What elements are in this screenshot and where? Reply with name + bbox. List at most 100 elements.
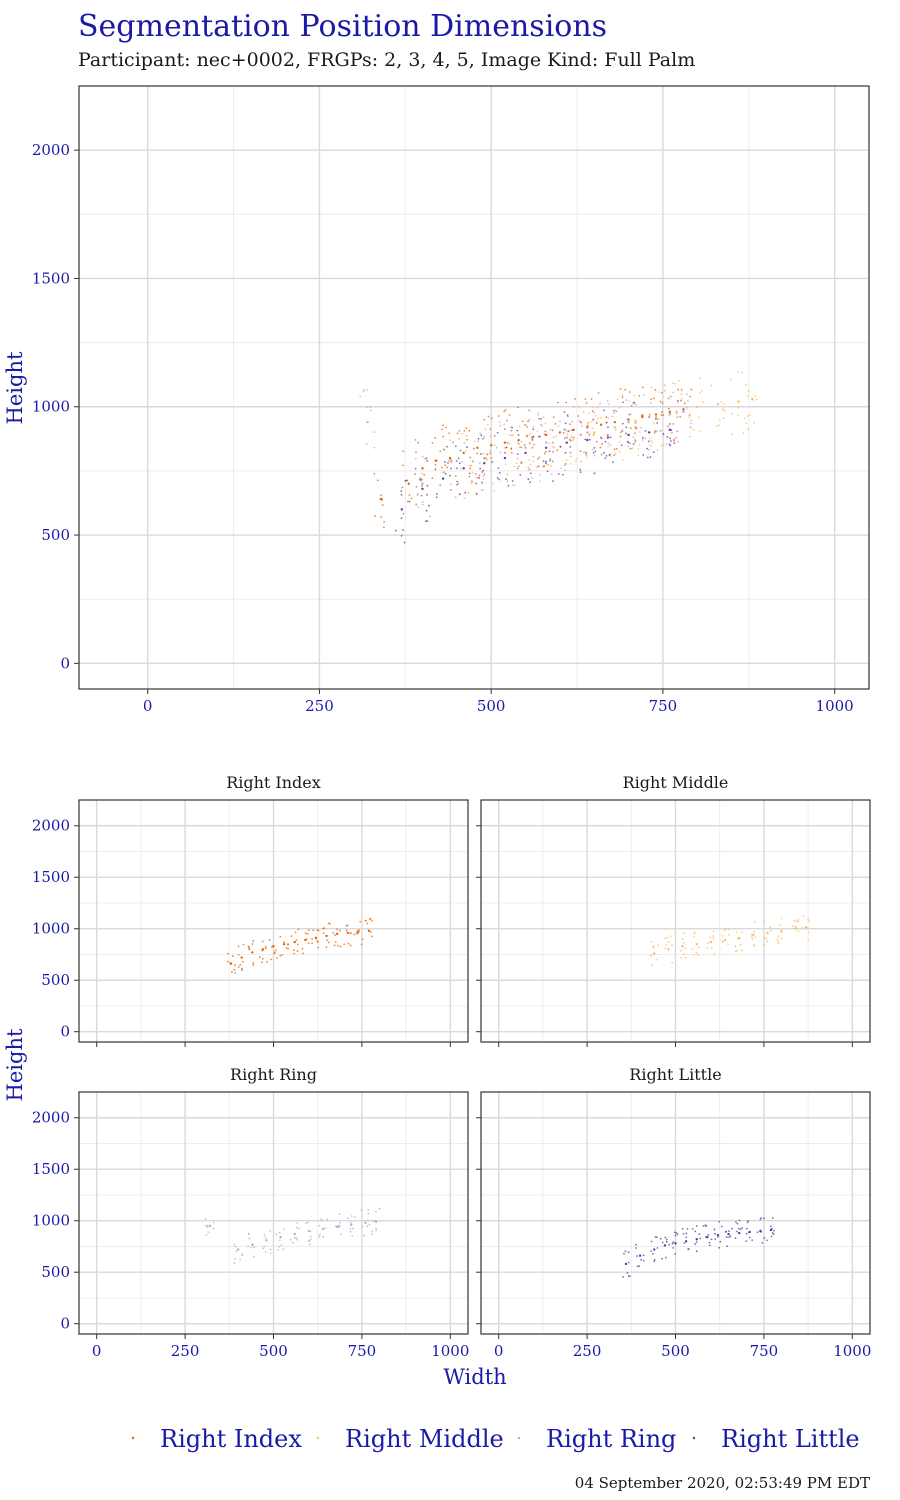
data-point bbox=[374, 515, 376, 518]
x-tick-label: 250 bbox=[171, 1342, 200, 1360]
data-point bbox=[593, 454, 596, 457]
data-point bbox=[541, 424, 543, 427]
data-point bbox=[727, 1232, 730, 1236]
data-point bbox=[295, 1226, 298, 1229]
data-point bbox=[467, 492, 470, 494]
data-point bbox=[539, 423, 542, 426]
data-point bbox=[794, 926, 797, 929]
data-point bbox=[406, 500, 409, 503]
data-point bbox=[531, 446, 534, 449]
data-point bbox=[524, 451, 527, 455]
data-point bbox=[452, 441, 454, 444]
data-point bbox=[239, 963, 242, 966]
data-point bbox=[556, 449, 559, 452]
chart-title: Segmentation Position Dimensions bbox=[78, 9, 607, 44]
data-point bbox=[527, 420, 529, 423]
data-point bbox=[671, 1242, 674, 1245]
data-point bbox=[551, 445, 554, 448]
data-point bbox=[262, 1247, 265, 1250]
data-point bbox=[731, 1227, 733, 1230]
data-point bbox=[717, 1236, 719, 1238]
data-point bbox=[550, 465, 552, 468]
data-point bbox=[324, 1227, 327, 1229]
panel-facet-right-little: 0 250 500 750 1000 Right Little bbox=[476, 1065, 871, 1360]
data-point bbox=[380, 515, 383, 518]
data-point bbox=[295, 1237, 298, 1239]
data-point bbox=[251, 943, 254, 945]
data-point bbox=[366, 406, 369, 409]
data-point bbox=[771, 1232, 774, 1234]
data-point bbox=[252, 1255, 255, 1258]
data-point bbox=[559, 420, 561, 423]
data-point bbox=[465, 434, 468, 437]
data-point bbox=[585, 402, 588, 404]
data-point bbox=[565, 401, 568, 404]
data-point bbox=[482, 478, 485, 481]
data-point bbox=[627, 445, 630, 448]
data-point bbox=[666, 436, 669, 438]
data-point bbox=[496, 477, 499, 479]
data-point bbox=[676, 1233, 679, 1236]
data-point bbox=[483, 418, 486, 421]
x-tick-label: 1000 bbox=[833, 1342, 871, 1360]
series-right-little bbox=[394, 399, 679, 544]
data-point bbox=[600, 437, 603, 440]
data-point bbox=[582, 411, 585, 413]
data-point bbox=[752, 944, 755, 946]
data-point bbox=[728, 1230, 730, 1233]
data-point bbox=[471, 481, 474, 484]
data-point bbox=[725, 1236, 728, 1238]
data-point bbox=[511, 480, 514, 482]
data-point bbox=[275, 949, 277, 952]
data-point bbox=[682, 408, 685, 411]
data-point bbox=[489, 444, 493, 447]
data-point bbox=[719, 1240, 722, 1243]
data-point bbox=[410, 497, 413, 500]
data-point bbox=[586, 426, 589, 429]
data-point bbox=[604, 457, 607, 460]
data-point bbox=[769, 930, 772, 932]
series-right-middle bbox=[649, 915, 810, 966]
data-point bbox=[454, 496, 457, 499]
data-point bbox=[627, 433, 630, 437]
data-point bbox=[367, 1219, 369, 1222]
data-point bbox=[714, 1232, 716, 1235]
data-point bbox=[569, 439, 572, 442]
data-point bbox=[664, 947, 666, 950]
data-point bbox=[269, 1252, 272, 1255]
data-point bbox=[545, 460, 547, 463]
data-point bbox=[237, 966, 240, 968]
data-point bbox=[426, 520, 429, 523]
data-point bbox=[797, 920, 800, 923]
data-point bbox=[629, 447, 632, 450]
data-point bbox=[760, 1217, 763, 1220]
data-point bbox=[349, 1221, 352, 1224]
data-point bbox=[706, 946, 709, 949]
data-point bbox=[434, 468, 437, 471]
data-point bbox=[400, 534, 403, 537]
data-point bbox=[560, 431, 562, 434]
y-tick-label: 1000 bbox=[32, 1212, 70, 1230]
data-point bbox=[512, 433, 515, 436]
data-point bbox=[415, 451, 417, 454]
data-point bbox=[737, 400, 740, 403]
data-point bbox=[301, 947, 304, 950]
data-point bbox=[654, 418, 657, 420]
data-point bbox=[518, 425, 521, 428]
data-point bbox=[680, 393, 683, 396]
data-point bbox=[402, 450, 405, 453]
data-point bbox=[564, 451, 567, 454]
data-point bbox=[673, 1231, 676, 1234]
data-point bbox=[667, 425, 669, 428]
facet-strip-label: Right Ring bbox=[230, 1065, 317, 1084]
data-point bbox=[449, 474, 452, 477]
data-point bbox=[482, 488, 485, 491]
data-point bbox=[229, 962, 231, 964]
data-point bbox=[480, 489, 483, 492]
data-point bbox=[569, 445, 572, 448]
y-tick-label: 2000 bbox=[32, 1109, 70, 1127]
data-point bbox=[603, 451, 605, 454]
data-point bbox=[237, 953, 240, 956]
data-point bbox=[674, 1242, 677, 1245]
data-point bbox=[728, 933, 730, 936]
